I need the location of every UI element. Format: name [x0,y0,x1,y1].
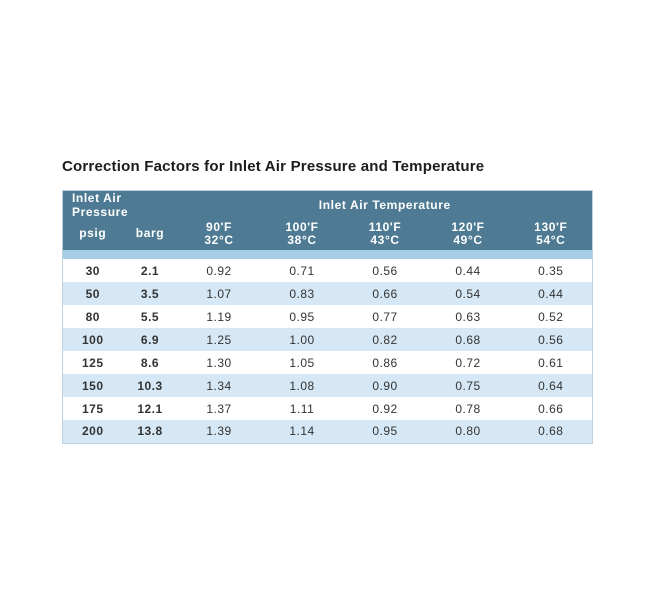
cell-factor: 0.71 [289,263,315,278]
cell-factor: 0.77 [372,309,398,324]
cell-factor: 0.92 [206,263,232,278]
temp-fahrenheit: 110'F [368,219,402,234]
cell-factor: 0.66 [372,286,398,301]
cell-factor: 0.82 [372,332,398,347]
cell-factor: 1.39 [206,424,232,439]
cell-factor: 1.14 [289,424,315,439]
temp-celsius: 43°C [370,232,400,247]
temp-celsius: 54°C [536,232,566,247]
table-row: 80 5.5 1.19 0.95 0.77 0.63 0.52 [62,305,593,328]
cell-factor: 1.11 [289,401,315,416]
cell-factor: 0.35 [538,263,564,278]
cell-factor: 0.44 [455,263,481,278]
table-row: 200 13.8 1.39 1.14 0.95 0.80 0.68 [62,420,593,443]
cell-factor: 0.64 [538,378,564,393]
cell-barg: 8.6 [140,355,160,370]
group-header-inlet-air-pressure: Inlet Air Pressure [62,190,178,219]
column-header-130f: 130'F 54°C [509,219,593,250]
table-body: 30 2.1 0.92 0.71 0.56 0.44 0.35 50 3.5 1… [62,250,593,443]
cell-barg: 12.1 [137,401,163,416]
cell-psig: 200 [81,424,104,439]
cell-psig: 30 [85,263,100,278]
cell-factor: 1.08 [289,378,315,393]
cell-psig: 80 [85,309,100,324]
cell-psig: 175 [81,401,104,416]
cell-psig: 150 [81,378,104,393]
cell-factor: 0.61 [538,355,564,370]
cell-factor: 1.25 [206,332,232,347]
cell-barg: 2.1 [140,263,160,278]
cell-factor: 1.07 [206,286,232,301]
column-header-100f: 100'F 38°C [260,219,344,250]
cell-factor: 0.63 [455,309,481,324]
table-row: 100 6.9 1.25 1.00 0.82 0.68 0.56 [62,328,593,351]
cell-psig: 100 [81,332,104,347]
cell-factor: 1.34 [206,378,232,393]
cell-factor: 0.92 [372,401,398,416]
cell-factor: 0.68 [455,332,481,347]
cell-factor: 0.52 [538,309,564,324]
cell-psig: 125 [81,355,104,370]
temp-celsius: 38°C [287,232,317,247]
cell-factor: 1.37 [206,401,232,416]
cell-barg: 6.9 [140,332,160,347]
cell-factor: 0.44 [538,286,564,301]
cell-factor: 0.54 [455,286,481,301]
cell-factor: 0.66 [538,401,564,416]
cell-factor: 1.05 [289,355,315,370]
column-header-psig: psig [62,219,123,250]
cell-barg: 10.3 [137,378,163,393]
column-header-110f: 110'F 43°C [343,219,427,250]
temp-fahrenheit: 100'F [285,219,319,234]
temp-fahrenheit: 130'F [534,219,568,234]
cell-factor: 0.95 [289,309,315,324]
page-title: Correction Factors for Inlet Air Pressur… [62,158,485,175]
cell-factor: 0.75 [455,378,481,393]
cell-factor: 0.83 [289,286,315,301]
cell-barg: 5.5 [140,309,160,324]
header-spacer-band [62,250,593,259]
cell-factor: 1.30 [206,355,232,370]
temp-celsius: 32°C [204,232,234,247]
column-header-row: psig barg 90'F 32°C 100'F 38°C 110'F 43°… [62,219,593,250]
column-header-barg: barg [122,219,178,250]
temp-celsius: 49°C [453,232,483,247]
cell-factor: 0.80 [455,424,481,439]
cell-factor: 0.78 [455,401,481,416]
cell-barg: 13.8 [137,424,163,439]
temp-fahrenheit: 120'F [451,219,485,234]
cell-factor: 0.86 [372,355,398,370]
cell-barg: 3.5 [140,286,160,301]
cell-factor: 1.00 [289,332,315,347]
cell-factor: 0.95 [372,424,398,439]
column-header-120f: 120'F 49°C [426,219,510,250]
group-header-row: Inlet Air Pressure Inlet Air Temperature [62,190,593,219]
cell-factor: 0.68 [538,424,564,439]
cell-factor: 0.56 [538,332,564,347]
correction-factors-table: Inlet Air Pressure Inlet Air Temperature… [62,190,594,444]
table-row: 175 12.1 1.37 1.11 0.92 0.78 0.66 [62,397,593,420]
column-header-90f: 90'F 32°C [177,219,261,250]
group-header-inlet-air-temperature: Inlet Air Temperature [177,190,593,219]
table-row: 50 3.5 1.07 0.83 0.66 0.54 0.44 [62,282,593,305]
table-row: 30 2.1 0.92 0.71 0.56 0.44 0.35 [62,259,593,282]
temp-fahrenheit: 90'F [206,219,232,234]
cell-factor: 1.19 [206,309,232,324]
table-row: 125 8.6 1.30 1.05 0.86 0.72 0.61 [62,351,593,374]
cell-factor: 0.90 [372,378,398,393]
table-row: 150 10.3 1.34 1.08 0.90 0.75 0.64 [62,374,593,397]
cell-factor: 0.72 [455,355,481,370]
cell-psig: 50 [85,286,100,301]
cell-factor: 0.56 [372,263,398,278]
table-header: Inlet Air Pressure Inlet Air Temperature… [62,190,593,250]
